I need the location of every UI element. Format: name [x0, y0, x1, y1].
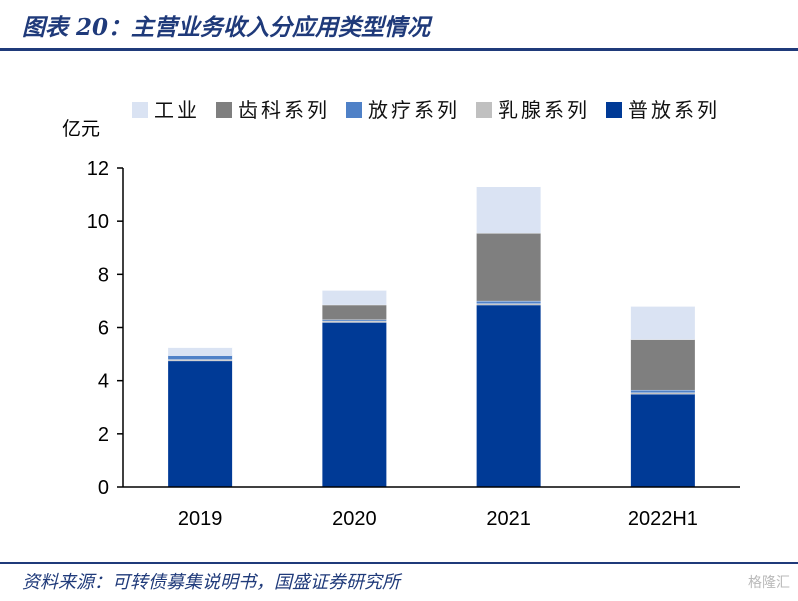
bar-segment	[476, 186, 541, 234]
legend-label: 乳腺系列	[498, 98, 590, 122]
y-tick-label: 0	[98, 477, 109, 499]
bar-segment	[476, 304, 541, 487]
y-tick-label: 6	[98, 318, 109, 340]
bar-segment	[168, 347, 233, 356]
bar-segment	[322, 290, 387, 305]
bar-segment	[476, 233, 541, 301]
legend-label: 工业	[154, 98, 200, 122]
bars-group	[168, 186, 695, 487]
y-tick-label: 2	[98, 424, 109, 446]
legend-swatch	[216, 102, 232, 118]
bar-segment	[168, 360, 233, 487]
bar-segment	[630, 393, 695, 487]
chart-legend: 工业 齿科系列 放疗系列 乳腺系列 普放系列	[132, 98, 720, 122]
watermark-logo: 格隆汇	[748, 575, 790, 591]
figure-title: 图表 20：主营业务收入分应用类型情况	[22, 14, 431, 41]
bar-segment	[168, 355, 233, 360]
bar-segment	[322, 322, 387, 487]
bar-segment	[630, 389, 695, 393]
legend-swatch	[132, 102, 148, 118]
y-axis-unit-label: 亿元	[62, 118, 100, 140]
stacked-bar-chart: 亿元 工业 齿科系列 放疗系列 乳腺系列 普放系列 0 2 4 6 8 10 12 2019 2020…	[62, 98, 740, 530]
y-tick-label: 4	[98, 371, 109, 393]
bar-segment	[630, 339, 695, 390]
bar-segment	[476, 300, 541, 304]
bar-segment	[476, 303, 541, 305]
footer-divider	[0, 562, 798, 564]
x-category-label: 2021	[486, 508, 531, 530]
source-note: 资料来源：可转债募集说明书，国盛证券研究所	[22, 572, 400, 593]
x-category-label: 2019	[178, 508, 223, 530]
x-axis-labels: 2019 2020 2021 2022H1	[178, 508, 698, 530]
x-category-label: 2020	[332, 508, 377, 530]
bar-segment	[168, 359, 233, 361]
x-category-label: 2022H1	[628, 508, 698, 530]
bar-segment	[322, 319, 387, 321]
legend-swatch	[346, 102, 362, 118]
legend-label: 放疗系列	[368, 98, 460, 122]
legend-label: 普放系列	[628, 98, 720, 122]
legend-swatch	[606, 102, 622, 118]
bar-segment	[630, 392, 695, 394]
y-tick-label: 8	[98, 264, 109, 286]
bar-segment	[630, 306, 695, 340]
y-axis-ticks: 0 2 4 6 8 10 12	[87, 158, 123, 499]
bar-segment	[322, 320, 387, 323]
y-tick-label: 10	[87, 211, 109, 233]
y-tick-label: 12	[87, 158, 109, 180]
bar-segment	[322, 304, 387, 320]
legend-swatch	[476, 102, 492, 118]
legend-label: 齿科系列	[238, 98, 330, 122]
title-divider	[0, 48, 798, 51]
